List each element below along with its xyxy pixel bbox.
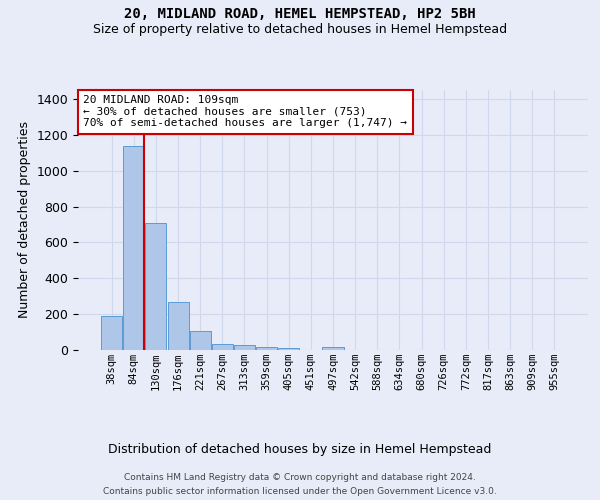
Bar (278, 348, 299, 350)
Bar (322, 348, 344, 350)
Text: 20, MIDLAND ROAD, HEMEL HEMPSTEAD, HP2 5BH: 20, MIDLAND ROAD, HEMEL HEMPSTEAD, HP2 5… (124, 8, 476, 22)
Bar (256, 348, 277, 350)
Bar (124, 146, 145, 350)
Bar (190, 331, 211, 350)
Y-axis label: Number of detached properties: Number of detached properties (18, 122, 31, 318)
Bar (234, 345, 255, 350)
Bar (145, 222, 166, 350)
Text: Contains HM Land Registry data © Crown copyright and database right 2024.: Contains HM Land Registry data © Crown c… (124, 472, 476, 482)
Text: Size of property relative to detached houses in Hemel Hempstead: Size of property relative to detached ho… (93, 22, 507, 36)
Bar (101, 316, 122, 350)
Bar (167, 302, 188, 350)
Text: 20 MIDLAND ROAD: 109sqm
← 30% of detached houses are smaller (753)
70% of semi-d: 20 MIDLAND ROAD: 109sqm ← 30% of detache… (83, 95, 407, 128)
Text: Distribution of detached houses by size in Hemel Hempstead: Distribution of detached houses by size … (109, 442, 491, 456)
Bar (212, 344, 233, 350)
Text: Contains public sector information licensed under the Open Government Licence v3: Contains public sector information licen… (103, 488, 497, 496)
